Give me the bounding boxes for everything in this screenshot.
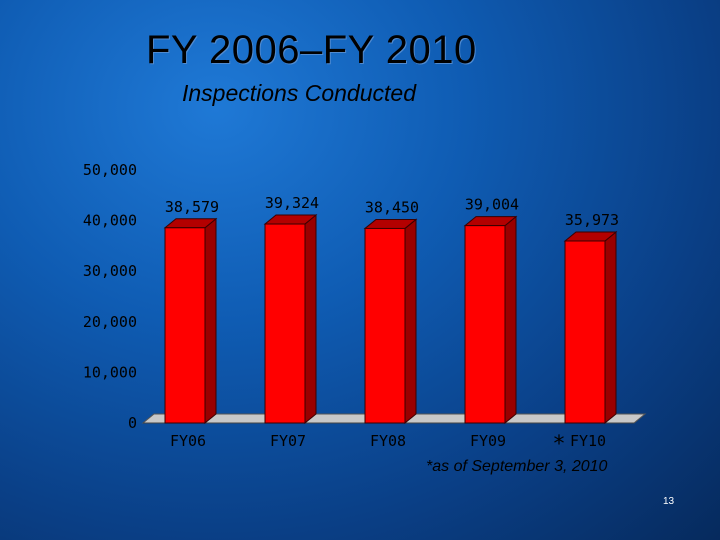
bar xyxy=(464,225,506,424)
footnote: *as of September 3, 2010 xyxy=(426,458,608,475)
chart-subtitle: Inspections Conducted xyxy=(182,80,416,106)
bar xyxy=(364,227,406,424)
y-tick-label: 20,000 xyxy=(83,313,137,331)
y-tick-label: 30,000 xyxy=(83,262,137,280)
y-tick-label: 50,000 xyxy=(83,161,137,179)
page-number: 13 xyxy=(663,496,675,507)
x-tick-label: FY10 xyxy=(570,432,606,450)
bar xyxy=(564,240,606,424)
bar-side xyxy=(304,213,317,425)
category-asterisk: * xyxy=(554,432,565,457)
data-label: 38,579 xyxy=(165,198,219,216)
x-tick-label: FY07 xyxy=(270,432,306,450)
data-label: 39,324 xyxy=(265,194,319,212)
x-tick-label: FY09 xyxy=(470,432,506,450)
bar-side xyxy=(404,218,417,425)
labels-layer: 38,579 FY06 39,324 FY07 38,450 FY08 39,004 FY09… xyxy=(165,194,619,457)
bar xyxy=(164,227,206,424)
y-tick-label: 0 xyxy=(128,414,137,432)
bar-side xyxy=(604,230,617,425)
x-tick-label: FY06 xyxy=(170,432,206,450)
y-tick-label: 40,000 xyxy=(83,212,137,230)
data-label: 38,450 xyxy=(365,198,419,216)
data-label: 39,004 xyxy=(465,196,519,214)
data-label: 35,973 xyxy=(565,211,619,229)
bar xyxy=(264,223,306,424)
bars-layer xyxy=(163,213,618,425)
bar-side xyxy=(504,215,517,425)
chart-title: FY 2006–FY 2010 xyxy=(146,28,477,72)
x-tick-label: FY08 xyxy=(370,432,406,450)
y-tick-label: 10,000 xyxy=(83,363,137,381)
bar-side xyxy=(204,217,217,425)
